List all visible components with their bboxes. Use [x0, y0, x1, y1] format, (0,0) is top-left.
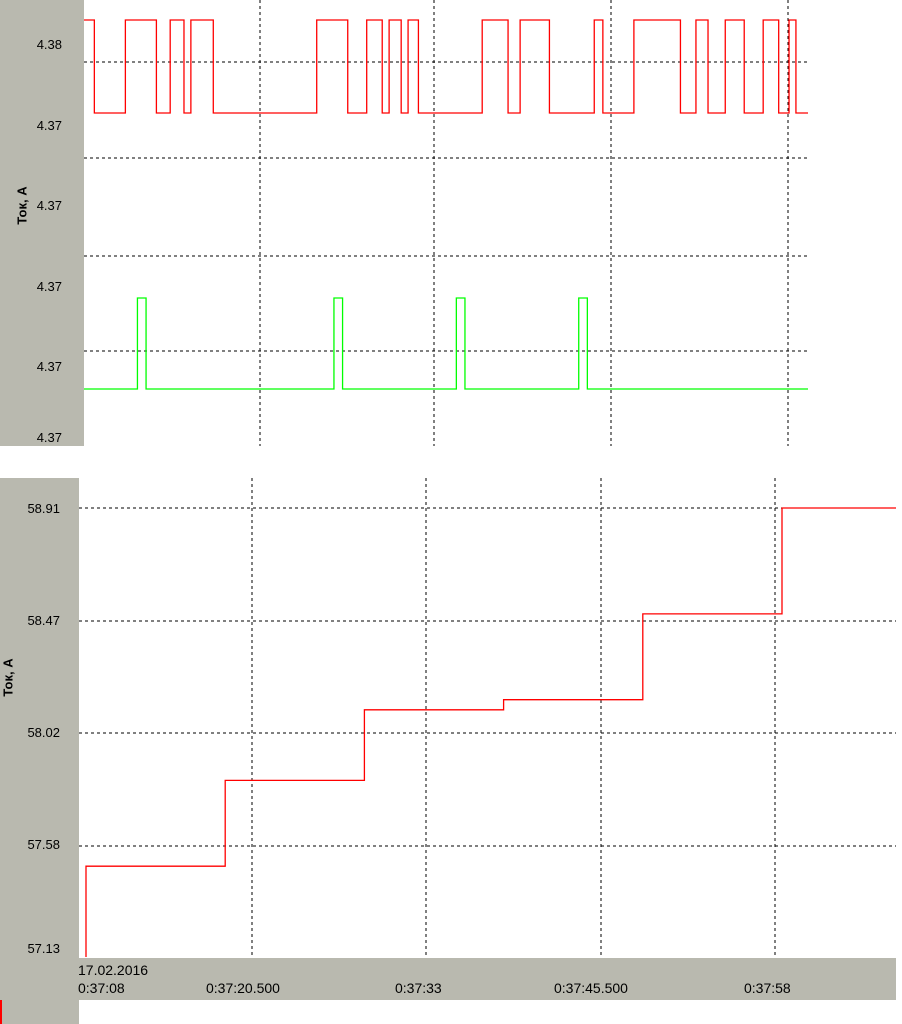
top-y-tick-2: 4.37 [36, 198, 62, 213]
bottom-y-axis-label: Ток, А [0, 658, 16, 697]
top-y-tick-5: 4.37 [36, 430, 62, 445]
x-date-label: 17.02.2016 [78, 962, 149, 978]
top-y-tick-4: 4.37 [36, 359, 62, 374]
bottom-y-tick-1: 58.47 [27, 613, 60, 628]
bottom-y-tick-2: 58.02 [27, 725, 60, 740]
x-tick-3: 0:37:45.500 [554, 980, 628, 996]
x-tick-4: 0:37:58 [744, 980, 791, 996]
bottom-series-0-line [85, 507, 896, 957]
bottom-y-axis-strip [0, 478, 79, 1024]
top-chart: Ток, А 4.38 4.37 4.37 4.37 4.37 4.37 [0, 0, 902, 446]
bottom-y-tick-4: 57.13 [27, 941, 60, 956]
bottom-plot-area [79, 478, 896, 958]
x-tick-2: 0:37:33 [395, 980, 442, 996]
top-series-1-line [84, 297, 808, 390]
bottom-y-tick-3: 57.58 [27, 837, 60, 852]
x-tick-0: 0:37:08 [78, 980, 125, 996]
bottom-x-axis-strip [0, 958, 896, 1000]
top-y-tick-3: 4.37 [36, 279, 62, 294]
bottom-chart: Ток, А 58.91 58.47 58.02 57.58 57.13 17.… [0, 446, 902, 1024]
top-y-tick-1: 4.37 [36, 118, 62, 133]
top-y-tick-0: 4.38 [36, 37, 62, 52]
top-y-axis-strip [0, 0, 84, 446]
top-plot-area [84, 0, 810, 446]
cursor-marker [0, 1000, 2, 1024]
x-tick-1: 0:37:20.500 [206, 980, 280, 996]
bottom-y-tick-0: 58.91 [27, 501, 60, 516]
top-series-0-line [84, 19, 808, 114]
